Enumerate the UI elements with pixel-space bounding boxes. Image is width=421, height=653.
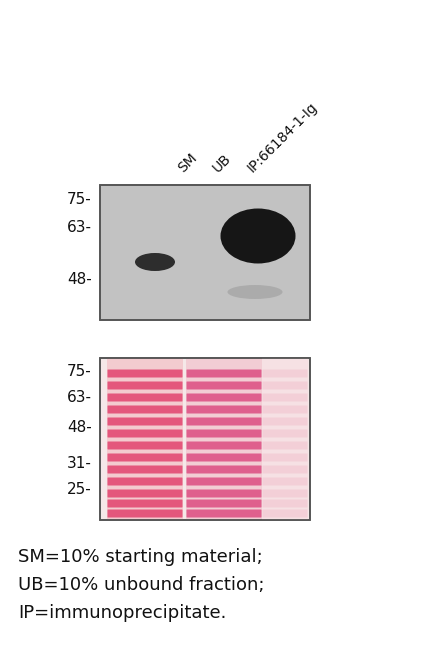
FancyBboxPatch shape: [107, 406, 182, 413]
FancyBboxPatch shape: [263, 509, 307, 517]
Bar: [107, 358, 183, 520]
FancyBboxPatch shape: [187, 466, 261, 473]
FancyBboxPatch shape: [263, 466, 307, 473]
FancyBboxPatch shape: [187, 453, 261, 462]
Text: UB=10% unbound fraction;: UB=10% unbound fraction;: [18, 576, 264, 594]
Bar: [100, 185, 310, 320]
Text: 48-: 48-: [67, 272, 92, 287]
Bar: [100, 358, 310, 520]
Text: IP:66184-1-Ig: IP:66184-1-Ig: [245, 99, 320, 175]
FancyBboxPatch shape: [107, 509, 182, 517]
FancyBboxPatch shape: [263, 477, 307, 485]
Text: SM=10% starting material;: SM=10% starting material;: [18, 548, 263, 566]
FancyBboxPatch shape: [263, 441, 307, 449]
FancyBboxPatch shape: [187, 500, 261, 507]
FancyBboxPatch shape: [107, 477, 182, 485]
Ellipse shape: [227, 285, 282, 299]
Bar: [262, 358, 308, 520]
FancyBboxPatch shape: [187, 477, 261, 485]
FancyBboxPatch shape: [107, 453, 182, 462]
FancyBboxPatch shape: [263, 381, 307, 389]
Text: 25-: 25-: [67, 481, 92, 496]
FancyBboxPatch shape: [187, 490, 261, 498]
FancyBboxPatch shape: [263, 394, 307, 402]
FancyBboxPatch shape: [187, 406, 261, 413]
FancyBboxPatch shape: [107, 441, 182, 449]
FancyBboxPatch shape: [263, 430, 307, 438]
FancyBboxPatch shape: [107, 370, 182, 377]
Ellipse shape: [221, 208, 296, 264]
FancyBboxPatch shape: [187, 417, 261, 426]
FancyBboxPatch shape: [187, 509, 261, 517]
FancyBboxPatch shape: [107, 394, 182, 402]
FancyBboxPatch shape: [187, 441, 261, 449]
Text: 31-: 31-: [67, 456, 92, 471]
FancyBboxPatch shape: [263, 406, 307, 413]
FancyBboxPatch shape: [263, 370, 307, 377]
Bar: [186, 358, 262, 520]
FancyBboxPatch shape: [187, 394, 261, 402]
Text: 75-: 75-: [67, 191, 92, 206]
FancyBboxPatch shape: [187, 381, 261, 389]
Text: 75-: 75-: [67, 364, 92, 379]
Ellipse shape: [135, 253, 175, 271]
Text: 63-: 63-: [67, 390, 92, 406]
Bar: [100, 358, 310, 520]
FancyBboxPatch shape: [263, 490, 307, 498]
Text: SM: SM: [175, 150, 200, 175]
FancyBboxPatch shape: [107, 381, 182, 389]
Text: 48-: 48-: [67, 419, 92, 434]
FancyBboxPatch shape: [107, 490, 182, 498]
Bar: [100, 185, 310, 320]
FancyBboxPatch shape: [263, 453, 307, 462]
FancyBboxPatch shape: [107, 500, 182, 507]
FancyBboxPatch shape: [187, 370, 261, 377]
Text: IP=immunoprecipitate.: IP=immunoprecipitate.: [18, 604, 226, 622]
FancyBboxPatch shape: [107, 430, 182, 438]
FancyBboxPatch shape: [263, 417, 307, 426]
FancyBboxPatch shape: [107, 417, 182, 426]
FancyBboxPatch shape: [187, 430, 261, 438]
FancyBboxPatch shape: [107, 466, 182, 473]
Text: UB: UB: [210, 151, 234, 175]
Text: 63-: 63-: [67, 221, 92, 236]
FancyBboxPatch shape: [263, 500, 307, 507]
